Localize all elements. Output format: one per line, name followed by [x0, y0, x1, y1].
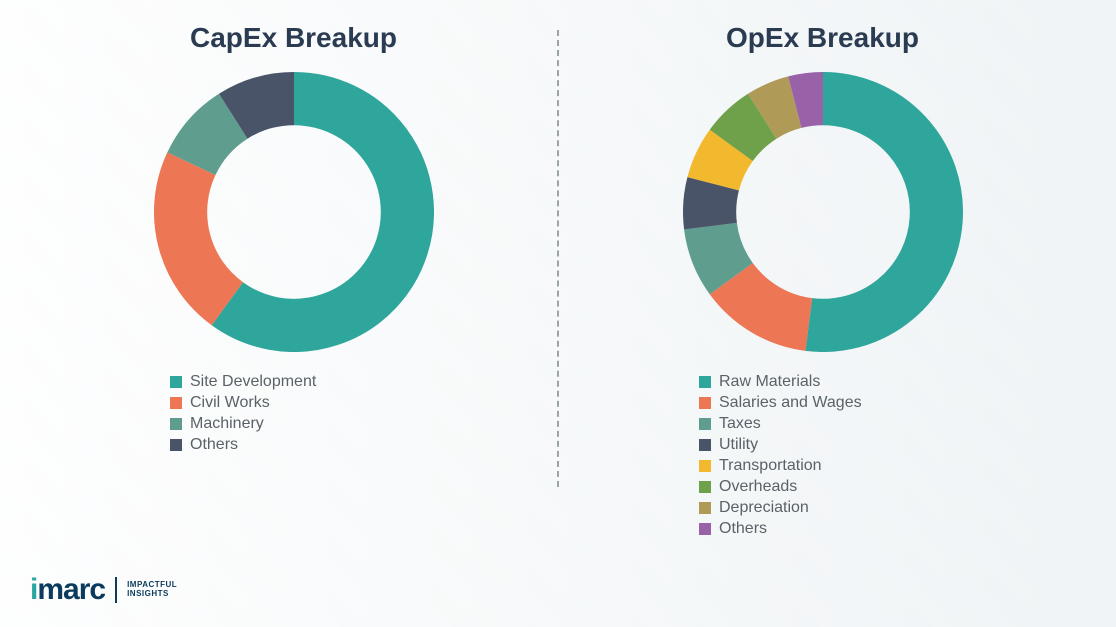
- capex-panel: CapEx Breakup Site Development Civil Work…: [40, 20, 547, 547]
- legend-label: Raw Materials: [719, 373, 820, 391]
- legend-label: Machinery: [190, 415, 264, 433]
- capex-legend-item: Site Development: [170, 373, 316, 391]
- legend-swatch: [699, 376, 711, 388]
- legend-label: Utility: [719, 436, 758, 454]
- opex-panel: OpEx Breakup Raw Materials Salaries and W…: [569, 20, 1076, 547]
- legend-label: Overheads: [719, 478, 797, 496]
- legend-swatch: [699, 502, 711, 514]
- logo-wordmark: imarc: [30, 575, 105, 605]
- capex-title: CapEx Breakup: [190, 22, 397, 54]
- legend-swatch: [699, 481, 711, 493]
- opex-title: OpEx Breakup: [726, 22, 919, 54]
- legend-swatch: [699, 460, 711, 472]
- opex-segment: [731, 279, 809, 325]
- opex-legend-item: Transportation: [699, 457, 862, 475]
- opex-legend-item: Others: [699, 520, 862, 538]
- capex-legend-item: Others: [170, 436, 316, 454]
- capex-donut-wrap: [144, 62, 444, 362]
- legend-swatch: [699, 418, 711, 430]
- legend-label: Depreciation: [719, 499, 809, 517]
- capex-segment: [180, 164, 227, 304]
- legend-swatch: [699, 439, 711, 451]
- panel-divider: [557, 30, 559, 487]
- capex-segment: [233, 99, 294, 117]
- capex-legend-item: Machinery: [170, 415, 316, 433]
- legend-swatch: [170, 397, 182, 409]
- legend-label: Transportation: [719, 457, 822, 475]
- opex-legend-item: Overheads: [699, 478, 862, 496]
- opex-segment: [713, 145, 731, 183]
- opex-segment: [710, 226, 731, 278]
- opex-legend-item: Taxes: [699, 415, 862, 433]
- legend-label: Site Development: [190, 373, 316, 391]
- legend-label: Taxes: [719, 415, 761, 433]
- capex-donut: [154, 72, 434, 352]
- capex-legend: Site Development Civil Works Machinery Othe…: [170, 370, 316, 457]
- legend-swatch: [170, 418, 182, 430]
- logo-tagline: IMPACTFUL INSIGHTS: [127, 581, 177, 599]
- opex-segment: [762, 102, 795, 116]
- legend-swatch: [170, 439, 182, 451]
- capex-legend-item: Civil Works: [170, 394, 316, 412]
- opex-legend-item: Depreciation: [699, 499, 862, 517]
- opex-segment: [709, 184, 713, 226]
- opex-legend: Raw Materials Salaries and Wages Taxes Util…: [699, 370, 862, 541]
- capex-segment: [191, 116, 233, 163]
- legend-swatch: [699, 523, 711, 535]
- legend-label: Salaries and Wages: [719, 394, 862, 412]
- opex-legend-item: Raw Materials: [699, 373, 862, 391]
- legend-label: Others: [190, 436, 238, 454]
- opex-legend-item: Salaries and Wages: [699, 394, 862, 412]
- legend-label: Others: [719, 520, 767, 538]
- opex-segment: [794, 99, 822, 103]
- charts-container: CapEx Breakup Site Development Civil Work…: [0, 0, 1116, 627]
- brand-logo: imarc IMPACTFUL INSIGHTS: [30, 575, 177, 605]
- opex-segment: [808, 99, 936, 326]
- opex-legend-item: Utility: [699, 436, 862, 454]
- legend-label: Civil Works: [190, 394, 270, 412]
- logo-divider: [115, 577, 117, 603]
- legend-swatch: [699, 397, 711, 409]
- legend-swatch: [170, 376, 182, 388]
- opex-donut: [683, 72, 963, 352]
- opex-segment: [731, 116, 762, 145]
- opex-donut-wrap: [673, 62, 973, 362]
